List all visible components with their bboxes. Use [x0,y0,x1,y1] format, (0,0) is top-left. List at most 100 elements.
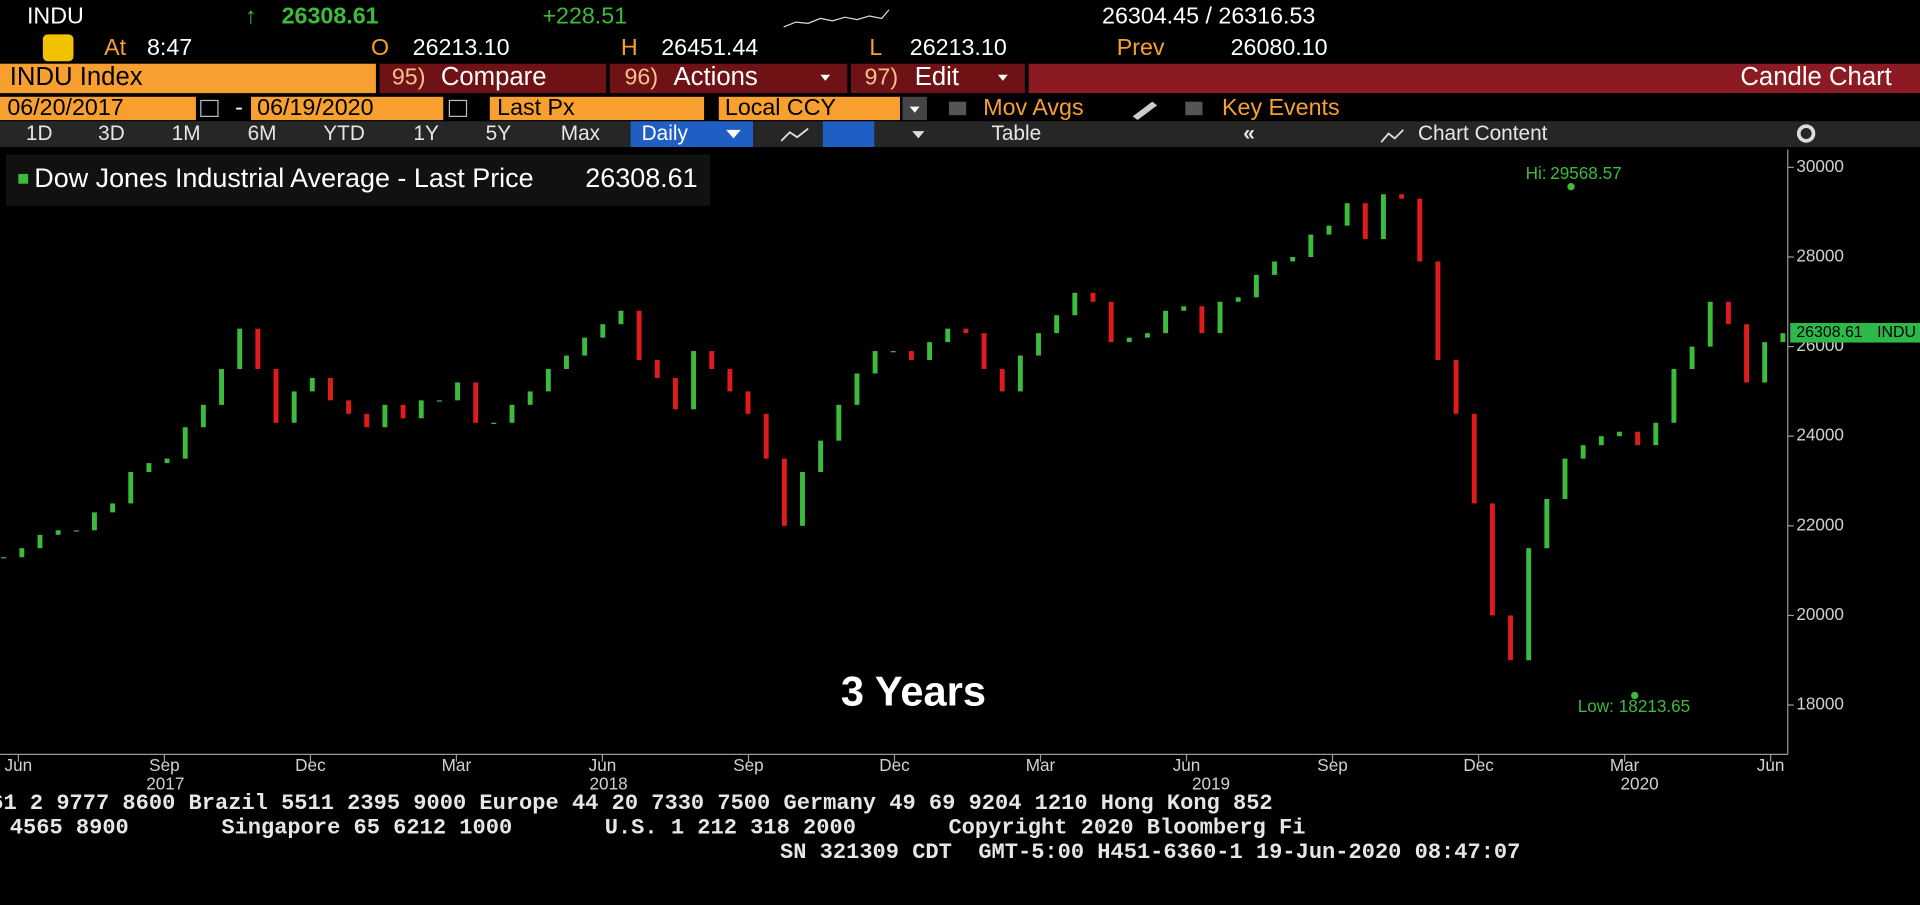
ticker: INDU [27,2,84,28]
candle [19,548,25,558]
candle [618,310,624,325]
candle [1707,301,1713,347]
calendar-icon[interactable] [200,99,219,117]
candle [890,351,896,353]
candle [564,355,569,369]
hi-label: Hi: [1526,163,1547,183]
last-price-tag [1790,322,1920,343]
range-button[interactable]: YTD [323,122,365,145]
candle [328,377,333,401]
legend-box [6,154,711,206]
candle [1671,368,1677,423]
chart-type: Candle Chart [1740,63,1891,91]
candle [1598,436,1604,446]
candle [146,463,152,473]
candle [1290,256,1296,262]
candle [1362,203,1368,240]
collapse-icon[interactable]: « [1243,122,1255,145]
prev-label: Prev [1117,34,1165,60]
candle [200,404,206,428]
candle [1036,333,1041,356]
edit-num: 97) [864,64,898,90]
candle [1580,445,1586,459]
security-field[interactable] [0,63,376,94]
range-buttons: 1D 3D 1M 6M YTD 1Y 5Y Max [26,122,601,145]
candle [1126,337,1132,343]
x-tick-label: Dec [1463,755,1494,775]
candle [872,351,878,374]
x-tick-label: Jun [5,755,33,775]
actions-button[interactable] [609,63,848,94]
settings-icon[interactable] [1796,124,1816,143]
dropdown-caret [820,74,831,81]
range-button[interactable]: Max [561,122,601,145]
low-label: L [869,34,882,60]
last-label: INDU [1877,324,1916,341]
range-button[interactable]: 6M [248,122,277,145]
title-bar [1028,63,1920,94]
candle [1399,194,1405,199]
bid-ask: 26304.45 / 26316.53 [1102,2,1315,28]
candle [436,400,442,402]
candle [600,324,606,338]
footer-line: 4565 8900 Singapore 65 6212 1000 U.S. 1 … [10,816,1306,841]
candle [908,351,914,361]
at-label: At [104,34,127,60]
end-date-field[interactable] [251,96,444,121]
currency: Local CCY [725,94,836,120]
candle [727,368,733,392]
change: +228.51 [542,2,627,28]
line-icon[interactable] [780,127,809,142]
y-tick-label: 24000 [1796,425,1844,445]
table: Table [991,122,1041,145]
candle [1,557,7,559]
sparkline [783,9,890,28]
candle [346,400,352,414]
candle [1780,333,1786,343]
range-button[interactable]: 1M [172,122,201,145]
x-tick-label: Dec [295,755,326,775]
candle [981,333,987,369]
x-tick-label: Sep [1317,755,1347,775]
range-button[interactable]: 3D [98,122,125,145]
alert-icon[interactable] [42,34,74,62]
edit-button[interactable] [851,63,1025,94]
y-tick-label: 20000 [1796,604,1844,624]
x-tick-label: Sep [149,755,179,775]
candle [1744,324,1749,383]
start-date-field[interactable] [0,96,196,121]
range-button[interactable]: 1D [26,122,53,145]
period: Daily [642,122,689,145]
pencil-icon[interactable] [1132,101,1158,121]
candle [1471,413,1477,504]
x-tick-label: Dec [879,755,910,775]
candle-icon-button[interactable] [822,121,875,147]
x-tick-label: Jun [589,755,617,775]
checkbox[interactable] [1185,101,1203,116]
field-select[interactable] [489,96,705,121]
compare-num: 95) [392,64,426,90]
x-tick-label: Mar [1610,755,1640,775]
candle [1235,297,1241,302]
candle [291,391,297,423]
candle [400,404,406,419]
content-icon[interactable] [1380,129,1404,143]
calendar-icon[interactable] [448,99,468,117]
range-button[interactable]: 1Y [413,122,439,145]
candle [927,342,933,361]
candle [1272,261,1277,275]
y-tick-label: 28000 [1796,246,1844,266]
candle [945,328,951,343]
candle [1253,274,1259,298]
checkbox[interactable] [948,101,967,116]
security: INDU Index [10,63,143,91]
high-label: H [621,34,638,60]
range-button[interactable]: 5Y [486,122,512,145]
candle [455,382,460,401]
candle [1508,615,1513,661]
candle [219,368,224,405]
compare-button[interactable] [379,63,607,94]
last: 26308.61 [282,2,379,28]
currency-select[interactable] [718,96,900,121]
